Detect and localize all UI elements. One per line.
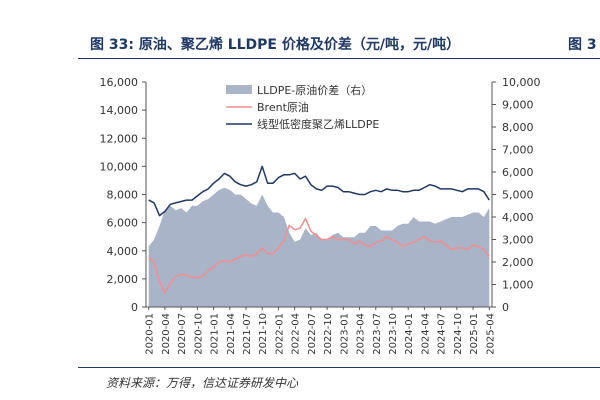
spread-area [148,187,490,307]
x-tick-label: 2020-07 [177,313,188,355]
spread-area-series [148,187,490,307]
lldpe-line [148,165,490,217]
right-tick-label: 2,000 [502,256,534,269]
next-figure-title-fragment: 图 3 [568,37,597,53]
x-tick-label: 2021-04 [226,313,237,355]
right-tick-label: 10,000 [502,76,541,89]
title-rule [78,58,600,59]
legend-label: LLDPE-原油价差（右） [257,83,372,97]
x-tick-label: 2020-01 [145,313,156,355]
x-tick-label: 2025-04 [485,313,496,355]
line-series [148,165,490,294]
x-tick-label: 2020-04 [161,313,172,355]
legend-swatch [226,85,252,94]
right-tick-label: 8,000 [502,121,534,134]
chart: 0 2,000 4,000 6,000 8,000 10,000 12,000 14,000 1… [100,76,541,355]
right-tick-label: 3,000 [502,234,534,247]
right-tick-label: 1,000 [502,279,534,292]
x-tick-label: 2022-01 [274,313,285,355]
right-tick-label: 7,000 [502,144,534,157]
x-tick-label: 2024-10 [453,313,464,355]
x-tick-label: 2022-10 [323,313,334,355]
right-tick-label: 6,000 [502,166,534,179]
left-tick-label: 14,000 [100,104,139,117]
left-y-axis: 0 2,000 4,000 6,000 8,000 10,000 12,000 14,000 1… [100,76,147,314]
left-tick-label: 16,000 [100,76,139,89]
x-tick-label: 2023-10 [388,313,399,355]
left-tick-label: 0 [131,301,138,314]
right-tick-label: 9,000 [502,99,534,112]
x-tick-label: 2021-07 [242,313,253,355]
x-axis: 2020-01 2020-04 2020-07 2020-10 2021-01 2021-… [145,306,496,355]
left-tick-label: 12,000 [100,132,139,145]
source-rule [78,367,600,368]
x-tick-label: 2022-04 [291,313,302,355]
x-tick-label: 2023-07 [372,313,383,355]
left-tick-label: 6,000 [107,217,139,230]
x-tick-label: 2022-07 [307,313,318,355]
left-tick-label: 2,000 [107,273,139,286]
right-tick-label: 0 [502,301,509,314]
x-tick-label: 2021-10 [258,313,269,355]
right-tick-label: 5,000 [502,189,534,202]
source-note: 资料来源：万得，信达证券研发中心 [106,376,299,390]
x-tick-label: 2025-01 [469,313,480,355]
x-tick-label: 2024-01 [404,313,415,355]
x-tick-label: 2024-04 [420,313,431,355]
x-tick-label: 2020-10 [193,313,204,355]
x-tick-label: 2021-01 [210,313,221,355]
x-tick-label: 2023-01 [339,313,350,355]
left-tick-label: 8,000 [107,189,139,202]
right-tick-label: 4,000 [502,211,534,224]
figure-title: 图 33: 原油、聚乙烯 LLDPE 价格及价差（元/吨，元/吨） [90,37,461,53]
right-y-axis: 0 1,000 2,000 3,000 4,000 5,000 6,000 7,000 8,00… [491,76,541,314]
left-tick-label: 4,000 [107,245,139,258]
legend-label: 线型低密度聚乙烯LLDPE [257,117,379,131]
legend-label: Brent原油 [257,100,309,114]
x-tick-label: 2023-04 [356,313,367,355]
x-tick-label: 2024-07 [437,313,448,355]
left-tick-label: 10,000 [100,160,139,173]
brent-line [148,217,490,294]
